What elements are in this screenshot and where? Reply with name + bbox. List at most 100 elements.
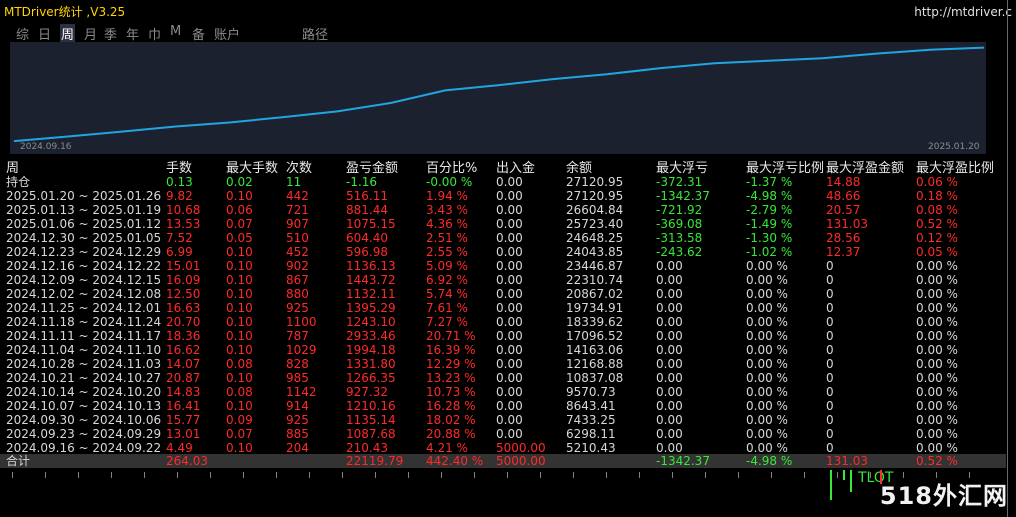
axis-tick <box>408 472 409 478</box>
axis-tick <box>177 472 178 478</box>
table-cell: 0.00 <box>656 357 683 371</box>
axis-tick <box>441 472 442 478</box>
column-header: 出入金 <box>496 161 536 176</box>
table-cell: 11 <box>286 175 302 189</box>
table-cell: -1.49 % <box>746 217 793 231</box>
tab-9[interactable]: 账户 <box>214 28 241 43</box>
table-cell: 0.00 <box>496 273 523 287</box>
axis-tick <box>870 472 871 478</box>
table-cell: 2024.12.02 ~ 2024.12.08 <box>6 287 162 301</box>
table-cell: 0.00 % <box>746 427 788 441</box>
table-cell: 1331.80 <box>346 357 396 371</box>
axis-tick <box>507 472 508 478</box>
table-cell: 17096.52 <box>566 329 624 343</box>
table-cell: 5.09 % <box>426 259 468 273</box>
table-row: 2024.09.23 ~ 2024.09.29 13.01 0.07 885 1087.… <box>0 427 1006 441</box>
tab-6[interactable]: 巾 <box>148 28 162 43</box>
table-cell: 2024.10.14 ~ 2024.10.20 <box>6 385 162 399</box>
column-header: 最大浮盈比例 <box>916 161 995 176</box>
tab-10[interactable]: 路径 <box>302 28 329 43</box>
table-cell: 0.10 <box>226 259 253 273</box>
table-cell: 1087.68 <box>346 427 396 441</box>
axis-tick <box>342 472 343 478</box>
axis-tick <box>573 472 574 478</box>
table-cell: 0.00 <box>496 217 523 231</box>
table-cell: 0.00 % <box>916 315 958 329</box>
table-row: 2024.10.07 ~ 2024.10.13 16.41 0.10 914 1210.… <box>0 399 1006 413</box>
table-cell: 881.44 <box>346 203 388 217</box>
website-link[interactable]: http://mtdriver.c <box>914 5 1012 19</box>
column-header: 周 <box>6 161 20 176</box>
table-cell: 0.00 <box>496 175 523 189</box>
table-cell: 0.00 <box>656 329 683 343</box>
table-cell: 885 <box>286 427 309 441</box>
tab-5[interactable]: 年 <box>126 28 140 43</box>
tab-8[interactable]: 备 <box>192 28 206 43</box>
table-cell: 2933.46 <box>346 329 396 343</box>
table-cell: 0.00 % <box>746 385 788 399</box>
table-cell: 721 <box>286 203 309 217</box>
table-cell: -1.37 % <box>746 175 793 189</box>
tab-2[interactable]: 周 <box>60 24 76 43</box>
table-cell: 1100 <box>286 315 317 329</box>
app-title: MTDriver统计 ,V3.25 <box>4 5 126 19</box>
table-cell: 2024.12.30 ~ 2025.01.05 <box>6 231 162 245</box>
table-cell: 6.92 % <box>426 273 468 287</box>
tab-0[interactable]: 综 <box>16 28 30 43</box>
table-cell: 0.00 <box>496 385 523 399</box>
table-cell: 452 <box>286 245 309 259</box>
table-cell: 0.10 <box>226 245 253 259</box>
table-cell: 0 <box>826 273 834 287</box>
table-cell: 0.10 <box>226 189 253 203</box>
table-cell: 0.10 <box>226 399 253 413</box>
table-cell: 0.00 <box>656 343 683 357</box>
table-cell: 0.10 <box>226 371 253 385</box>
table-cell: 0.00 % <box>746 287 788 301</box>
axis-tick <box>705 472 706 478</box>
table-row: 2025.01.20 ~ 2025.01.26 9.82 0.10 442 516.11… <box>0 189 1006 203</box>
table-cell: 0.00 % <box>746 441 788 455</box>
table-cell: 0 <box>826 427 834 441</box>
title-bar: MTDriver统计 ,V3.25 http://mtdriver.c <box>0 0 1016 22</box>
table-cell: 442 <box>286 189 309 203</box>
table-cell: 14.83 <box>166 385 201 399</box>
total-cell: 264.03 <box>166 454 208 468</box>
total-cell: 22119.79 <box>346 454 404 468</box>
table-cell: 2.51 % <box>426 231 468 245</box>
table-cell: 0 <box>826 315 834 329</box>
table-cell: 985 <box>286 371 309 385</box>
table-cell: 10.68 <box>166 203 201 217</box>
table-cell: 7.27 % <box>426 315 468 329</box>
table-cell: 0.08 <box>226 385 253 399</box>
tab-7[interactable]: M <box>170 24 182 39</box>
table-cell: 0 <box>826 413 834 427</box>
table-cell: 0.00 <box>656 385 683 399</box>
axis-tick <box>738 472 739 478</box>
table-cell: 0.10 <box>226 441 253 455</box>
table-cell: 1.94 % <box>426 189 468 203</box>
table-cell: 0.05 <box>226 231 253 245</box>
table-cell: 20.88 % <box>426 427 476 441</box>
table-row: 2024.12.23 ~ 2024.12.29 6.99 0.10 452 596.98… <box>0 245 1006 259</box>
table-cell: 2024.12.16 ~ 2024.12.22 <box>6 259 162 273</box>
table-cell: 2025.01.06 ~ 2025.01.12 <box>6 217 162 231</box>
table-cell: 1395.29 <box>346 301 396 315</box>
axis-tick <box>78 472 79 478</box>
table-cell: 0.00 % <box>916 259 958 273</box>
table-cell: 867 <box>286 273 309 287</box>
tab-1[interactable]: 日 <box>38 28 52 43</box>
tab-3[interactable]: 月 <box>84 28 98 43</box>
table-header: 周 手数 最大手数 次数 盈亏金额 百分比% 出入金 余额 最大浮亏 最大浮亏比例 最大浮盈金额 最大… <box>0 157 1006 176</box>
table-cell: 20.87 <box>166 371 201 385</box>
tab-4[interactable]: 季 <box>104 28 118 43</box>
table-cell: 914 <box>286 399 309 413</box>
table-cell: 16.28 % <box>426 399 476 413</box>
table-cell: 1075.15 <box>346 217 396 231</box>
table-cell: 0.00 % <box>916 427 958 441</box>
table-cell: 18.36 <box>166 329 201 343</box>
column-header: 最大手数 <box>226 161 279 176</box>
table-cell: 204 <box>286 441 309 455</box>
table-cell: 0.10 <box>226 301 253 315</box>
table-row: 2024.12.02 ~ 2024.12.08 12.50 0.10 880 1132.… <box>0 287 1006 301</box>
table-cell: -313.58 <box>656 231 703 245</box>
